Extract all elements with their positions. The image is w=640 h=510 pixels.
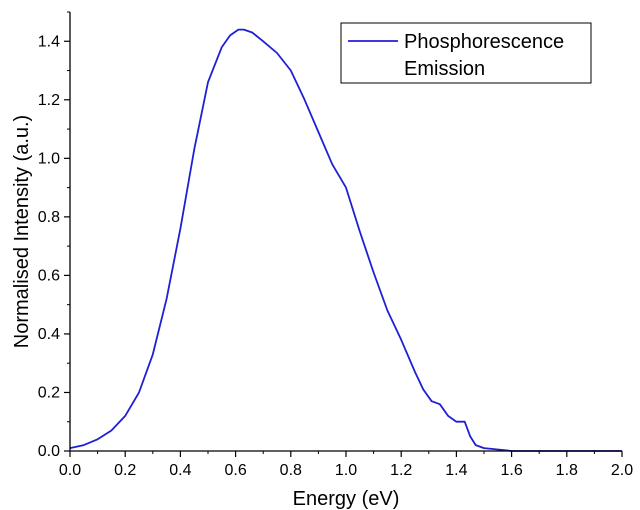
x-tick-label: 1.4: [445, 462, 467, 479]
x-tick-label: 2.0: [611, 462, 633, 479]
x-tick-label: 1.0: [335, 462, 357, 479]
x-tick-label: 0.2: [114, 462, 136, 479]
x-tick-label: 0.4: [169, 462, 191, 479]
y-tick-label: 1.2: [38, 92, 60, 109]
legend: Phosphorescence Emission: [340, 22, 592, 84]
y-tick-label: 0.4: [38, 326, 60, 343]
x-tick-label: 1.2: [390, 462, 412, 479]
x-tick-label: 1.8: [556, 462, 578, 479]
x-tick-label: 0.6: [224, 462, 246, 479]
y-tick-label: 1.4: [38, 33, 60, 50]
x-tick-label: 1.6: [500, 462, 522, 479]
x-tick-label: 0.0: [59, 462, 81, 479]
series-line: [69, 28, 622, 452]
axes: 0.0 0.2 0.4 0.6 0.8 1.0 1.2 1.4 1.6 1.8 2.0 0.0 0.2 0…: [11, 11, 633, 510]
legend-box: [340, 22, 592, 84]
y-tick-label: 1.0: [38, 150, 60, 167]
y-tick-label: 0.6: [38, 267, 60, 284]
y-tick-label: 0.2: [38, 384, 60, 401]
x-tick-label: 0.8: [280, 462, 302, 479]
plot-area: [69, 28, 622, 452]
legend-label-line2: Emission: [404, 58, 485, 80]
legend-label-line1: Phosphorescence: [404, 31, 564, 53]
y-tick-label: 0.8: [38, 209, 60, 226]
x-axis-title: Energy (eV): [293, 488, 400, 510]
y-axis-title: Normalised Intensity (a.u.): [11, 115, 33, 348]
y-tick-label: 0.0: [38, 443, 60, 460]
